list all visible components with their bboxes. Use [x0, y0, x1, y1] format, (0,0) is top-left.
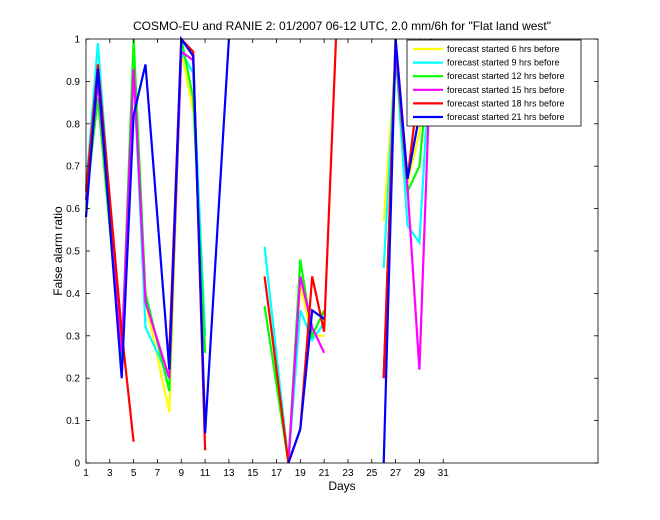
x-tick-label: 3 [107, 468, 113, 479]
y-tick-label: 0.1 [66, 416, 80, 427]
legend-entry-label: forecast started 18 hrs before [447, 98, 565, 108]
y-axis: 0 0.1 0.2 0.3 0.4 0.5 0.6 0.7 0.8 0.9 1 [66, 35, 598, 470]
legend-entry-label: forecast started 6 hrs before [447, 44, 560, 54]
legend-entry-label: forecast started 15 hrs before [447, 85, 565, 95]
y-axis-label: False alarm ratio [51, 206, 65, 296]
legend: forecast started 6 hrs before forecast st… [406, 39, 582, 127]
y-tick-label: 0.3 [66, 331, 80, 342]
y-tick-label: 0.8 [66, 119, 80, 130]
series-line [263, 38, 338, 464]
x-tick-label: 21 [319, 468, 331, 479]
series-line [263, 259, 326, 464]
series-line [287, 308, 325, 464]
x-tick-label: 25 [366, 468, 378, 479]
y-tick-label: 0 [74, 459, 80, 470]
y-tick-label: 0.2 [66, 374, 80, 385]
x-tick-label: 15 [247, 468, 259, 479]
x-axis: 1 3 5 7 9 11 13 15 17 19 21 23 25 27 29 31 [83, 39, 449, 479]
legend-entry-label: forecast started 21 hrs before [447, 112, 565, 122]
y-tick-label: 1 [74, 35, 80, 46]
y-tick-label: 0.6 [66, 204, 80, 215]
x-tick-label: 19 [295, 468, 307, 479]
x-tick-label: 13 [223, 468, 235, 479]
x-tick-label: 17 [271, 468, 283, 479]
x-tick-label: 27 [390, 468, 402, 479]
y-tick-label: 0.9 [66, 77, 80, 88]
y-tick-label: 0.4 [66, 289, 80, 300]
x-tick-label: 11 [200, 468, 211, 479]
chart-title: COSMO-EU and RANIE 2: 01/2007 06-12 UTC,… [133, 19, 551, 33]
series-line [287, 276, 326, 464]
x-axis-label: Days [328, 479, 355, 493]
x-tick-label: 9 [178, 468, 184, 479]
x-tick-label: 29 [414, 468, 426, 479]
x-tick-label: 5 [131, 468, 137, 479]
x-tick-label: 7 [155, 468, 161, 479]
legend-box [406, 39, 582, 127]
legend-entry-label: forecast started 12 hrs before [447, 71, 565, 81]
y-tick-label: 0.7 [66, 162, 80, 173]
x-tick-label: 1 [83, 468, 89, 479]
series-line [84, 64, 135, 442]
y-tick-label: 0.5 [66, 247, 80, 258]
legend-entry-label: forecast started 9 hrs before [447, 58, 560, 68]
x-tick-label: 31 [438, 468, 450, 479]
series-line [84, 35, 230, 434]
x-tick-label: 23 [342, 468, 354, 479]
